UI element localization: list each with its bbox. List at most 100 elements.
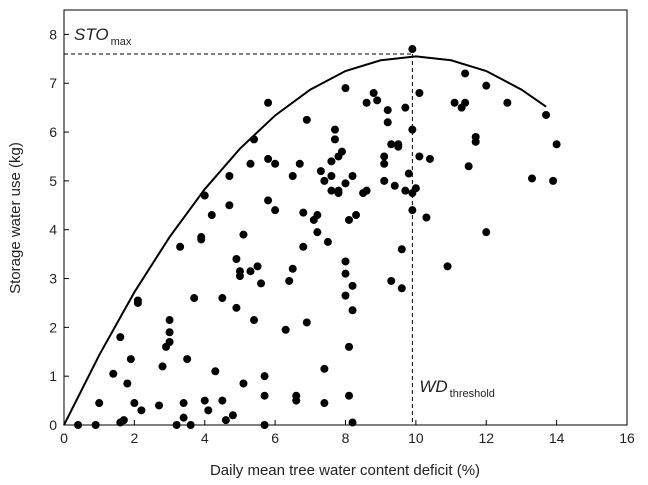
point xyxy=(464,162,473,171)
annotation-subscript: max xyxy=(111,36,132,48)
point xyxy=(482,81,491,90)
point xyxy=(179,413,188,422)
point xyxy=(218,294,227,303)
y-tick-label: 6 xyxy=(49,124,57,140)
point xyxy=(155,401,164,410)
point xyxy=(264,98,273,107)
y-axis-label: Storage water use (kg) xyxy=(7,142,24,294)
point xyxy=(369,89,378,97)
point xyxy=(183,355,192,364)
point xyxy=(264,196,273,205)
annotation: STO max xyxy=(74,25,132,48)
point xyxy=(260,391,269,400)
point xyxy=(450,98,459,107)
point xyxy=(246,159,255,168)
point xyxy=(264,154,273,163)
point xyxy=(397,245,406,254)
point xyxy=(362,98,371,107)
point xyxy=(179,399,188,408)
point xyxy=(422,213,431,222)
point xyxy=(116,333,125,342)
point xyxy=(552,140,561,149)
point xyxy=(295,159,304,168)
point xyxy=(197,235,206,244)
x-tick-label: 2 xyxy=(130,430,138,446)
point xyxy=(320,176,329,185)
point xyxy=(527,174,536,183)
point xyxy=(288,264,297,273)
point xyxy=(503,98,512,107)
point xyxy=(235,272,244,281)
point xyxy=(348,281,357,290)
point xyxy=(158,362,167,371)
point xyxy=(542,110,551,119)
point xyxy=(253,262,262,271)
point xyxy=(415,89,424,97)
point xyxy=(165,338,174,346)
point xyxy=(137,406,146,415)
annotation-subscript: threshold xyxy=(450,388,495,400)
point xyxy=(133,296,142,305)
point xyxy=(95,399,104,408)
point xyxy=(383,118,392,127)
point xyxy=(397,284,406,293)
x-axis-label: Daily mean tree water content deficit (%… xyxy=(210,462,480,479)
y-tick-label: 0 xyxy=(49,417,57,433)
point xyxy=(482,228,491,237)
point xyxy=(271,159,280,168)
point xyxy=(337,147,346,156)
point xyxy=(341,257,350,266)
point xyxy=(207,211,216,220)
annotation: WD threshold xyxy=(419,377,495,400)
point xyxy=(408,125,417,134)
point xyxy=(302,318,311,327)
point xyxy=(165,316,174,325)
point xyxy=(186,421,195,429)
point xyxy=(211,367,220,376)
point xyxy=(225,201,234,210)
point xyxy=(260,372,269,381)
y-tick-label: 3 xyxy=(49,271,57,287)
x-tick-label: 0 xyxy=(60,430,68,446)
point xyxy=(204,406,213,415)
point xyxy=(390,181,399,190)
point xyxy=(387,140,396,149)
point xyxy=(172,421,181,429)
point xyxy=(408,45,417,54)
point xyxy=(239,379,248,388)
point xyxy=(345,391,354,400)
point xyxy=(109,369,118,378)
point xyxy=(292,396,301,405)
y-tick-label: 4 xyxy=(49,222,57,238)
point xyxy=(246,267,255,276)
x-tick-label: 10 xyxy=(408,430,424,446)
point xyxy=(330,135,339,144)
point xyxy=(471,137,480,146)
point xyxy=(299,208,308,217)
point xyxy=(232,303,241,312)
y-tick-label: 5 xyxy=(49,173,57,189)
point xyxy=(91,421,100,429)
point xyxy=(123,379,132,388)
annotation-text: WD xyxy=(419,377,447,396)
point xyxy=(200,396,209,405)
point xyxy=(250,316,259,325)
point xyxy=(313,228,322,237)
point xyxy=(334,186,343,195)
y-tick-label: 7 xyxy=(49,75,57,91)
point xyxy=(348,418,357,427)
point xyxy=(415,152,424,161)
point xyxy=(323,237,332,246)
plot-frame xyxy=(63,9,628,426)
point xyxy=(404,169,413,178)
point xyxy=(341,269,350,278)
point xyxy=(341,291,350,300)
point xyxy=(313,211,322,220)
point xyxy=(383,106,392,115)
point xyxy=(288,172,297,180)
point xyxy=(443,262,452,271)
point xyxy=(387,276,396,285)
point xyxy=(320,399,329,408)
point xyxy=(330,125,339,134)
